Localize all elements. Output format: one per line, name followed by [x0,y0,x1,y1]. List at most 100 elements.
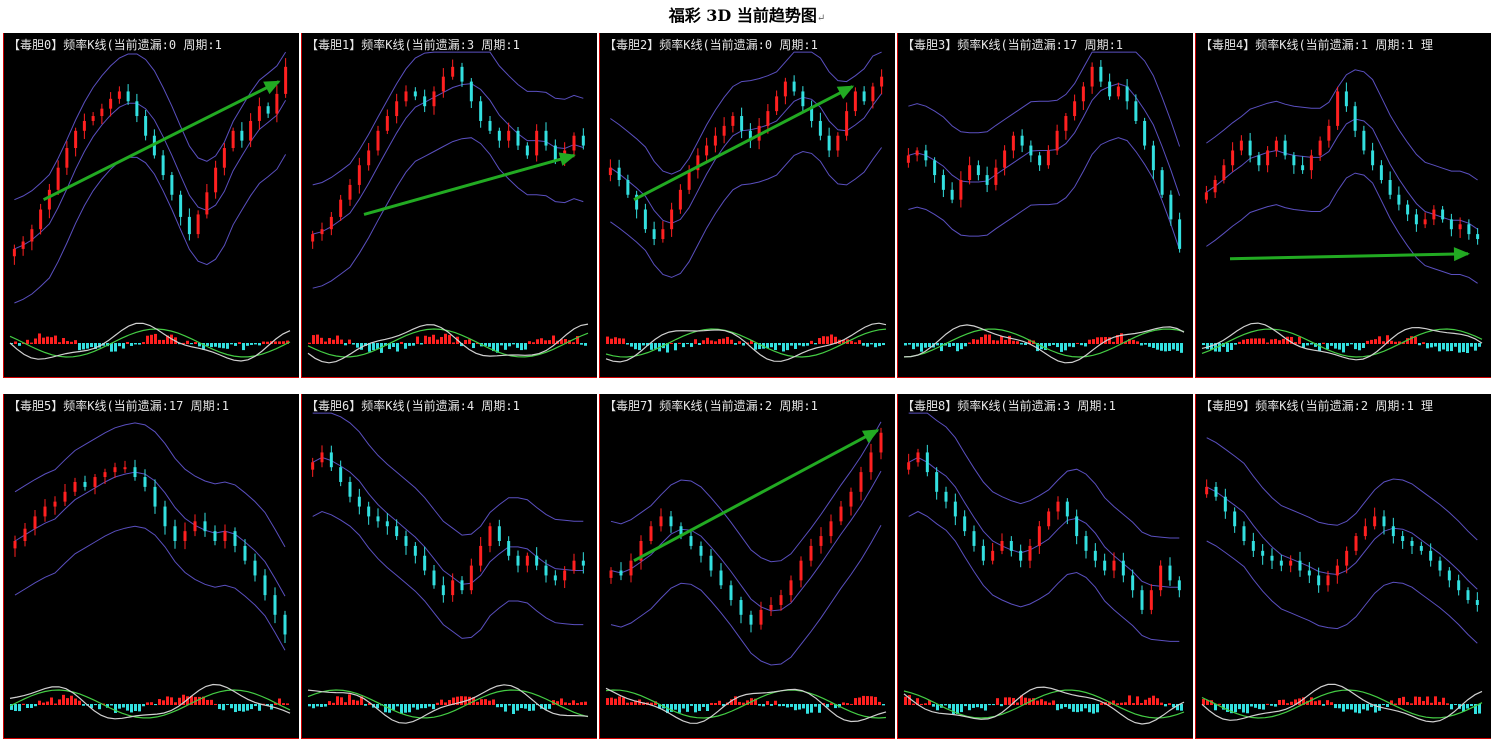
macd-bar [1290,336,1293,344]
macd-bar [1402,342,1405,344]
macd-bar [74,340,77,344]
macd-bar [512,704,515,714]
macd-bar [1330,702,1333,705]
macd-bar [26,339,29,344]
macd-bar [528,704,531,711]
candle-body [608,167,612,176]
macd-bar [1294,699,1297,705]
trend-arrow-head [836,85,855,100]
macd-bar [162,700,165,705]
panel-title: 【毒胆6】频率K线(当前遗漏:4 周期:1 [306,399,520,413]
macd-bar [242,343,245,351]
macd-bar [392,343,395,347]
macd-bar [340,697,343,705]
macd-bar [694,339,697,344]
macd-bar [282,341,285,344]
macd-bar [842,340,845,344]
macd-bar [1206,343,1209,350]
panel-title: 【毒胆8】频率K线(当前遗漏:3 周期:1 [902,399,1116,413]
macd-bar [642,343,645,346]
candle-body [1075,516,1079,537]
macd-bar [118,343,121,347]
candle-body [1047,511,1051,527]
trend-arrow-head [263,80,281,95]
candle-body [284,66,288,94]
macd-bar [308,704,311,707]
macd-bar [332,702,335,705]
macd-bar [242,704,245,712]
candle-body [53,501,57,507]
macd-bar [1004,339,1007,344]
candle-body [135,101,139,117]
macd-line [307,323,589,364]
macd-bar [344,702,347,705]
candle-body [959,180,963,200]
macd-bar [246,343,249,346]
macd-bar [670,342,673,344]
macd-bar [404,343,407,349]
trend-panel-5: 【毒胆5】频率K线(当前遗漏:17 周期:1 [3,394,299,739]
macd-bar [348,694,351,705]
candle-body [1011,135,1015,151]
macd-bar [274,703,277,705]
candle-body [652,229,656,240]
macd-bar [544,704,547,710]
macd-bar [980,337,983,344]
band-lower [610,525,882,666]
macd-bar [460,696,463,705]
candle-body [507,130,511,141]
candle-body [103,472,107,478]
trend-panel-3: 【毒胆3】频率K线(当前遗漏:17 周期:1 [897,33,1193,378]
candle-body [941,175,945,190]
macd-bar [154,704,157,706]
macd-bar [698,343,701,345]
macd-bar [1084,704,1087,709]
macd-bar [1374,704,1377,713]
candle-body [649,526,653,541]
candle-body [853,91,857,112]
macd-bar [182,694,185,705]
macd-bar [214,343,217,347]
macd-bar [1168,703,1171,705]
candle-body [126,91,130,102]
candle-body [1432,209,1436,220]
macd-bar [920,703,923,705]
macd-bar [328,338,331,344]
candle-body [231,130,235,149]
macd-bar [1334,704,1337,709]
candle-body [73,481,77,492]
macd-bar [1048,702,1051,705]
macd-bar [202,696,205,705]
candle-body [862,91,866,102]
macd-bar [432,334,435,344]
band-mid [312,456,584,585]
candle-body [1149,590,1153,610]
chart-svg [1196,437,1491,723]
macd-bar [488,700,491,705]
trend-panel-7: 【毒胆7】频率K线(当前遗漏:2 周期:1 [599,394,895,739]
macd-bar [646,343,649,346]
macd-bar [1350,704,1353,710]
macd-bar [1020,695,1023,705]
candle-body [222,148,226,168]
macd-bar [1112,341,1115,344]
candle-body [1108,81,1112,97]
macd-bar [274,341,277,344]
macd-bar [312,704,315,709]
panel-title: 【毒胆2】频率K线(当前遗漏:0 周期:1 [604,38,818,52]
macd-bar [1180,704,1183,711]
candle-body [143,477,147,487]
macd-bar [1148,697,1151,705]
candle-body [329,216,333,230]
macd-bar [376,343,379,349]
candle-body [1257,155,1261,166]
macd-bar [1274,338,1277,344]
band-mid [610,93,883,224]
macd-bar [846,703,849,705]
candle-body [173,526,177,541]
macd-bar [150,334,153,344]
candle-body [1270,555,1274,561]
candle-body [689,536,693,546]
page-title: 福彩 3D 当前趋势图↵ [0,0,1494,32]
chart-svg [600,421,895,724]
